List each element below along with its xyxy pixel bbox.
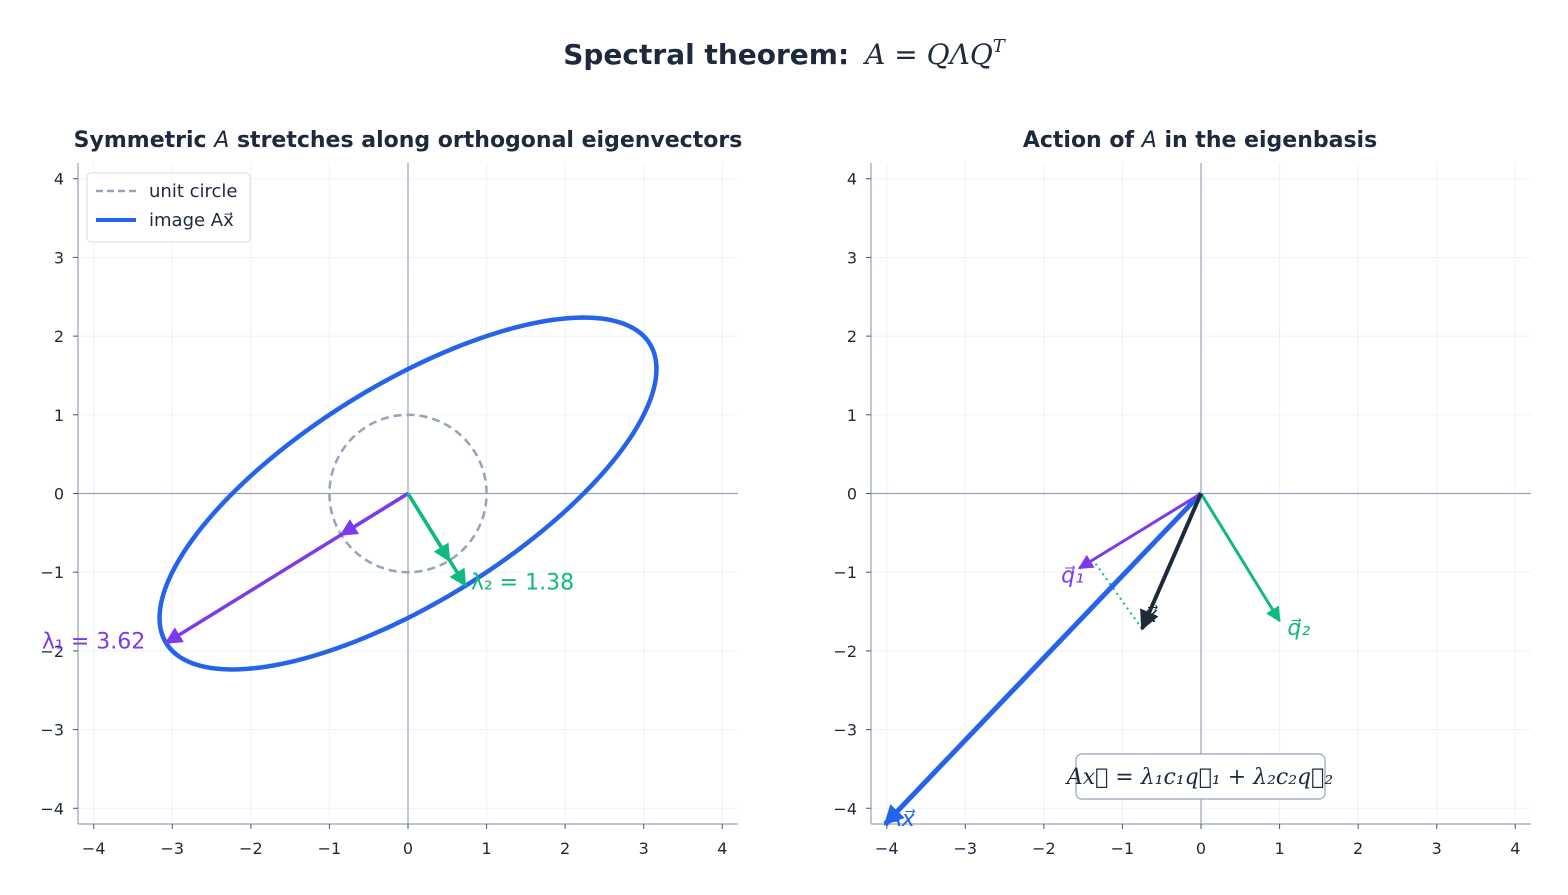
x-tick-label: −1 — [318, 839, 342, 858]
x-tick-label: 2 — [560, 839, 570, 858]
y-tick-label: 4 — [54, 170, 64, 189]
x-tick-label: 3 — [1432, 839, 1442, 858]
y-tick-label: 3 — [54, 248, 64, 267]
x-tick-label: −2 — [1032, 839, 1056, 858]
x-tick-label: 0 — [403, 839, 413, 858]
y-tick-label: 0 — [54, 485, 64, 504]
left-panel-title: Symmetric A stretches along orthogonal e… — [74, 128, 743, 153]
y-tick-label: −4 — [833, 799, 857, 818]
right-panel: −4 −3 −2 −1 0 1 2 3 4 −4 −3 −2 −1 0 1 2 3 4 q⃗₁ q⃗₂ x⃗ Ax⃗ Ax⃗… — [833, 163, 1531, 858]
figure-title-sup: T — [993, 36, 1007, 57]
x-tick-label: −3 — [953, 839, 977, 858]
Ax-label: Ax⃗ — [885, 807, 916, 832]
legend-image-label: image Ax⃗ — [149, 210, 234, 231]
formula-text: Ax⃗ = λ₁c₁q⃗₁ + λ₂c₂q⃗₂ — [1065, 765, 1333, 790]
x-tick-label: 0 — [1196, 839, 1206, 858]
x-tick-label: −4 — [875, 839, 899, 858]
Ax-arrow — [883, 491, 1203, 826]
x-tick-label: −1 — [1111, 839, 1135, 858]
right-panel-title: Action of A in the eigenbasis — [1023, 128, 1377, 153]
y-tick-label: 1 — [847, 406, 857, 425]
x-tick-label: 2 — [1353, 839, 1363, 858]
q1-arrow — [1077, 492, 1202, 570]
figure-title-math: A = QΛQ — [862, 38, 993, 71]
lambda1-label: λ₁ = 3.62 — [42, 630, 145, 655]
y-tick-label: 4 — [847, 170, 857, 189]
figure-title: Spectral theorem: A = QΛQT — [563, 36, 1007, 71]
x-tick-label: 1 — [481, 839, 491, 858]
unit-circle — [328, 413, 488, 574]
x-tick-label: 4 — [717, 839, 727, 858]
q2-unit-arrow — [406, 492, 451, 562]
formula-box — [1075, 753, 1326, 800]
lambda2-label: λ₂ = 1.38 — [471, 571, 574, 596]
y-tick-label: 0 — [847, 485, 857, 504]
x-tick-label: 4 — [1510, 839, 1520, 858]
y-tick-label: −1 — [40, 563, 64, 582]
y-tick-label: −4 — [40, 799, 64, 818]
figure-title-prefix: Spectral theorem: — [563, 38, 849, 71]
x-label: x⃗ — [1143, 603, 1158, 628]
q1-unit-arrow — [339, 492, 409, 537]
y-tick-label: 2 — [54, 327, 64, 346]
legend: unit circle image Ax⃗ — [86, 172, 251, 243]
y-tick-label: −2 — [833, 642, 857, 661]
x-tick-label: 1 — [1274, 839, 1284, 858]
y-tick-label: −3 — [833, 721, 857, 740]
y-tick-label: 1 — [54, 406, 64, 425]
x-tick-label: −3 — [160, 839, 184, 858]
x-tick-label: −2 — [239, 839, 263, 858]
x-tick-label: −4 — [82, 839, 106, 858]
q2-label: q⃗₂ — [1287, 616, 1310, 641]
y-tick-label: −3 — [40, 721, 64, 740]
left-panel: −4 −3 −2 −1 0 1 2 3 4 −4 −3 −2 −1 0 1 2 3 4 λ₁ = 3.62 λ₂ = … — [40, 163, 738, 858]
projection-dotted-line — [1094, 562, 1143, 630]
x-tick-label: 3 — [639, 839, 649, 858]
x-arrow — [1140, 492, 1203, 631]
y-tick-label: 3 — [847, 248, 857, 267]
y-tick-label: 2 — [847, 327, 857, 346]
q1-label: q⃗₁ — [1061, 563, 1084, 588]
image-ellipse — [157, 315, 659, 672]
legend-box — [86, 172, 251, 243]
q2-arrow — [1199, 492, 1281, 623]
y-tick-label: −1 — [833, 563, 857, 582]
legend-unit-circle-label: unit circle — [149, 181, 237, 202]
y-tick-label: −2 — [40, 642, 64, 661]
